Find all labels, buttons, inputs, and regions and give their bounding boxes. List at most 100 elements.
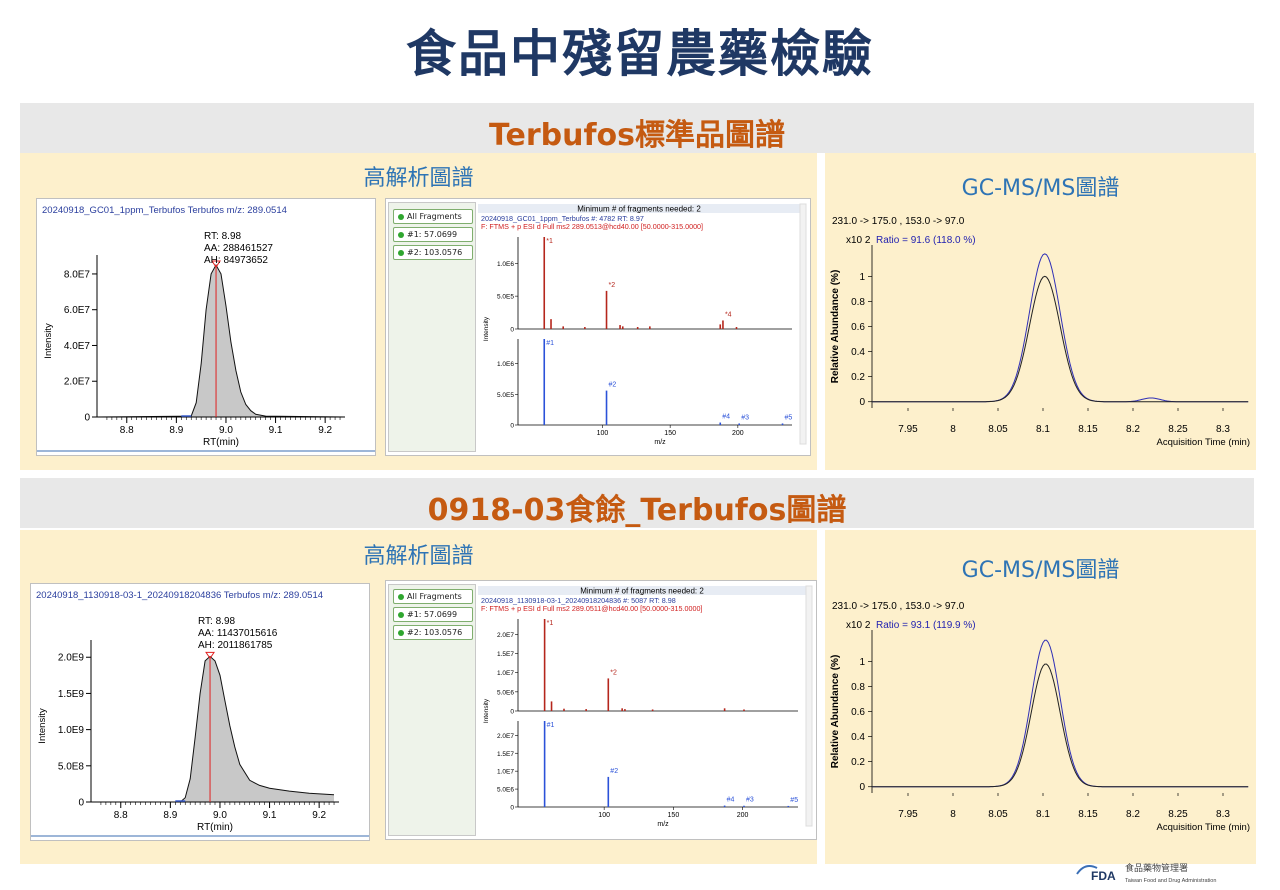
peak-label: *2 xyxy=(610,669,617,676)
gc-y-axis-label: Relative Abundance (%) xyxy=(830,270,841,384)
gc-panel-sample xyxy=(825,530,1256,864)
ratio-label: Ratio = 93.1 (119.9 %) xyxy=(876,620,976,631)
gc-x-tick-label: 8.2 xyxy=(1126,809,1140,820)
chromatogram-window: 20240918_GC01_1ppm_Terbufos Terbufos m/z… xyxy=(36,198,376,456)
x-axis-label: RT(min) xyxy=(203,437,239,448)
fragment-2[interactable]: #2: 103.0576 xyxy=(393,245,473,260)
fragment-status-icon xyxy=(398,593,404,600)
fragment-label: All Fragments xyxy=(407,212,462,221)
fda-logo: FDA 食品藥物管理署 Taiwan Food and Drug Adminis… xyxy=(1075,858,1235,886)
fragment-status-icon xyxy=(398,231,404,238)
gc-series-line xyxy=(872,663,1249,788)
gc-y-tick-label: 0.2 xyxy=(851,757,865,768)
peak-annotation: AH: 2011861785 xyxy=(198,640,273,651)
y-tick-label: 5.0E8 xyxy=(58,761,85,772)
peak-label: *4 xyxy=(725,311,732,318)
y-tick-label: 6.0E7 xyxy=(64,305,91,316)
fragment-window: All Fragments #1: 57.0699 #2: 103.0576 M… xyxy=(385,580,817,840)
fragment-status-icon xyxy=(398,213,404,220)
peak-annotation: AA: 288461527 xyxy=(204,243,273,254)
spectrum-y-tick-label: 0 xyxy=(510,709,514,716)
chromatogram-svg: 20240918_1130918-03-1_20240918204836 Ter… xyxy=(31,590,369,837)
gc-x-tick-label: 8.3 xyxy=(1216,424,1230,435)
spectrum-x-axis-label: m/z xyxy=(657,821,669,828)
scan-info: 20240918_1130918-03-1_20240918204836 #: … xyxy=(481,596,676,605)
spectrum-y-tick-label: 5.0E5 xyxy=(497,392,514,399)
gc-x-tick-label: 8.05 xyxy=(988,424,1008,435)
chromatogram-header: 20240918_GC01_1ppm_Terbufos Terbufos m/z… xyxy=(42,205,287,216)
fragment-label: #2: 103.0576 xyxy=(407,248,463,257)
peak-label: *1 xyxy=(546,238,553,245)
gc-series-line xyxy=(872,275,1249,403)
page-title: 食品中殘留農藥檢驗 xyxy=(406,25,874,83)
scale-label: x10 2 xyxy=(846,235,871,246)
gc-x-axis-label: Acquisition Time (min) xyxy=(1157,437,1250,448)
gc-x-tick-label: 8.3 xyxy=(1216,809,1230,820)
x-tick-label: 8.9 xyxy=(169,425,183,436)
spectrum-x-tick-label: 200 xyxy=(737,812,749,819)
gc-y-tick-label: 0.2 xyxy=(851,372,865,383)
fragment-label: #2: 103.0576 xyxy=(407,628,463,637)
peak-label: #3 xyxy=(746,797,754,804)
spectrum-y-tick-label: 0 xyxy=(510,327,514,334)
gc-y-tick-label: 0 xyxy=(859,782,865,793)
x-tick-label: 9.0 xyxy=(213,810,227,821)
fragment-all[interactable]: All Fragments xyxy=(393,589,473,604)
peak-annotation: AA: 11437015616 xyxy=(198,628,278,639)
peak-trace xyxy=(96,263,346,418)
spectrum-y-tick-label: 1.0E7 xyxy=(497,769,514,776)
y-tick-label: 1.0E9 xyxy=(58,725,85,736)
gc-y-tick-label: 1 xyxy=(859,272,865,283)
fragment-header: Minimum # of fragments needed: 2 xyxy=(580,587,704,596)
gc-y-tick-label: 0.8 xyxy=(851,297,865,308)
gc-y-tick-label: 0.6 xyxy=(851,707,865,718)
peak-label: #1 xyxy=(546,340,554,347)
hr-label-sample: 高解析圖譜 xyxy=(363,544,474,569)
peak-label: #5 xyxy=(790,797,798,804)
gc-label-sample: GC-MS/MS圖譜 xyxy=(961,558,1120,583)
x-tick-label: 9.1 xyxy=(269,425,283,436)
x-axis-label: RT(min) xyxy=(197,822,233,833)
fda-logo-text: FDA xyxy=(1091,869,1116,883)
fragment-1[interactable]: #1: 57.0699 xyxy=(393,227,473,242)
y-tick-label: 8.0E7 xyxy=(64,269,91,280)
peak-label: #2 xyxy=(610,768,618,775)
spectrum-y-tick-label: 5.0E6 xyxy=(497,689,514,696)
spectrum-x-tick-label: 150 xyxy=(668,812,680,819)
fragment-header: Minimum # of fragments needed: 2 xyxy=(577,205,701,214)
fragment-all[interactable]: All Fragments xyxy=(393,209,473,224)
spectrum-y-axis-label: Intensity xyxy=(483,316,490,341)
fragment-status-icon xyxy=(398,629,404,636)
fragment-label: #1: 57.0699 xyxy=(407,610,458,619)
fragment-1[interactable]: #1: 57.0699 xyxy=(393,607,473,622)
gc-x-tick-label: 8.15 xyxy=(1078,424,1098,435)
spectrum-y-tick-label: 2.0E7 xyxy=(497,733,514,740)
x-tick-label: 8.8 xyxy=(120,425,134,436)
spectrum-x-tick-label: 150 xyxy=(664,430,676,437)
spectrum-x-axis-label: m/z xyxy=(654,439,666,446)
spectrum-scrollbar xyxy=(805,585,813,827)
y-tick-label: 0 xyxy=(84,413,90,424)
gc-y-tick-label: 0.6 xyxy=(851,322,865,333)
peak-label: #4 xyxy=(722,414,730,421)
chromatogram-header: 20240918_1130918-03-1_20240918204836 Ter… xyxy=(36,590,323,601)
x-tick-label: 9.2 xyxy=(318,425,332,436)
fragment-2[interactable]: #2: 103.0576 xyxy=(393,625,473,640)
peak-annotation: RT: 8.98 xyxy=(198,616,235,627)
fragment-status-icon xyxy=(398,611,404,618)
spectrum-x-tick-label: 100 xyxy=(597,430,609,437)
fragment-spectrum-svg: Minimum # of fragments needed: 220240918… xyxy=(478,585,813,828)
peak-label: #5 xyxy=(785,414,793,421)
x-tick-label: 9.2 xyxy=(312,810,326,821)
gc-x-tick-label: 8.25 xyxy=(1168,809,1188,820)
y-tick-label: 2.0E7 xyxy=(64,377,91,388)
gc-x-tick-label: 8.15 xyxy=(1078,809,1098,820)
spectrum-y-tick-label: 1.5E7 xyxy=(497,651,514,658)
peak-label: #4 xyxy=(727,797,735,804)
section-title-standard: Terbufos標準品圖譜 xyxy=(489,118,785,153)
y-axis-label: Intensity xyxy=(43,323,54,359)
hr-label-standard: 高解析圖譜 xyxy=(363,166,474,191)
gc-x-tick-label: 7.95 xyxy=(898,809,918,820)
gc-x-axis-label: Acquisition Time (min) xyxy=(1157,822,1250,833)
scan-filter: F: FTMS + p ESI d Full ms2 289.0511@hcd4… xyxy=(481,604,703,613)
